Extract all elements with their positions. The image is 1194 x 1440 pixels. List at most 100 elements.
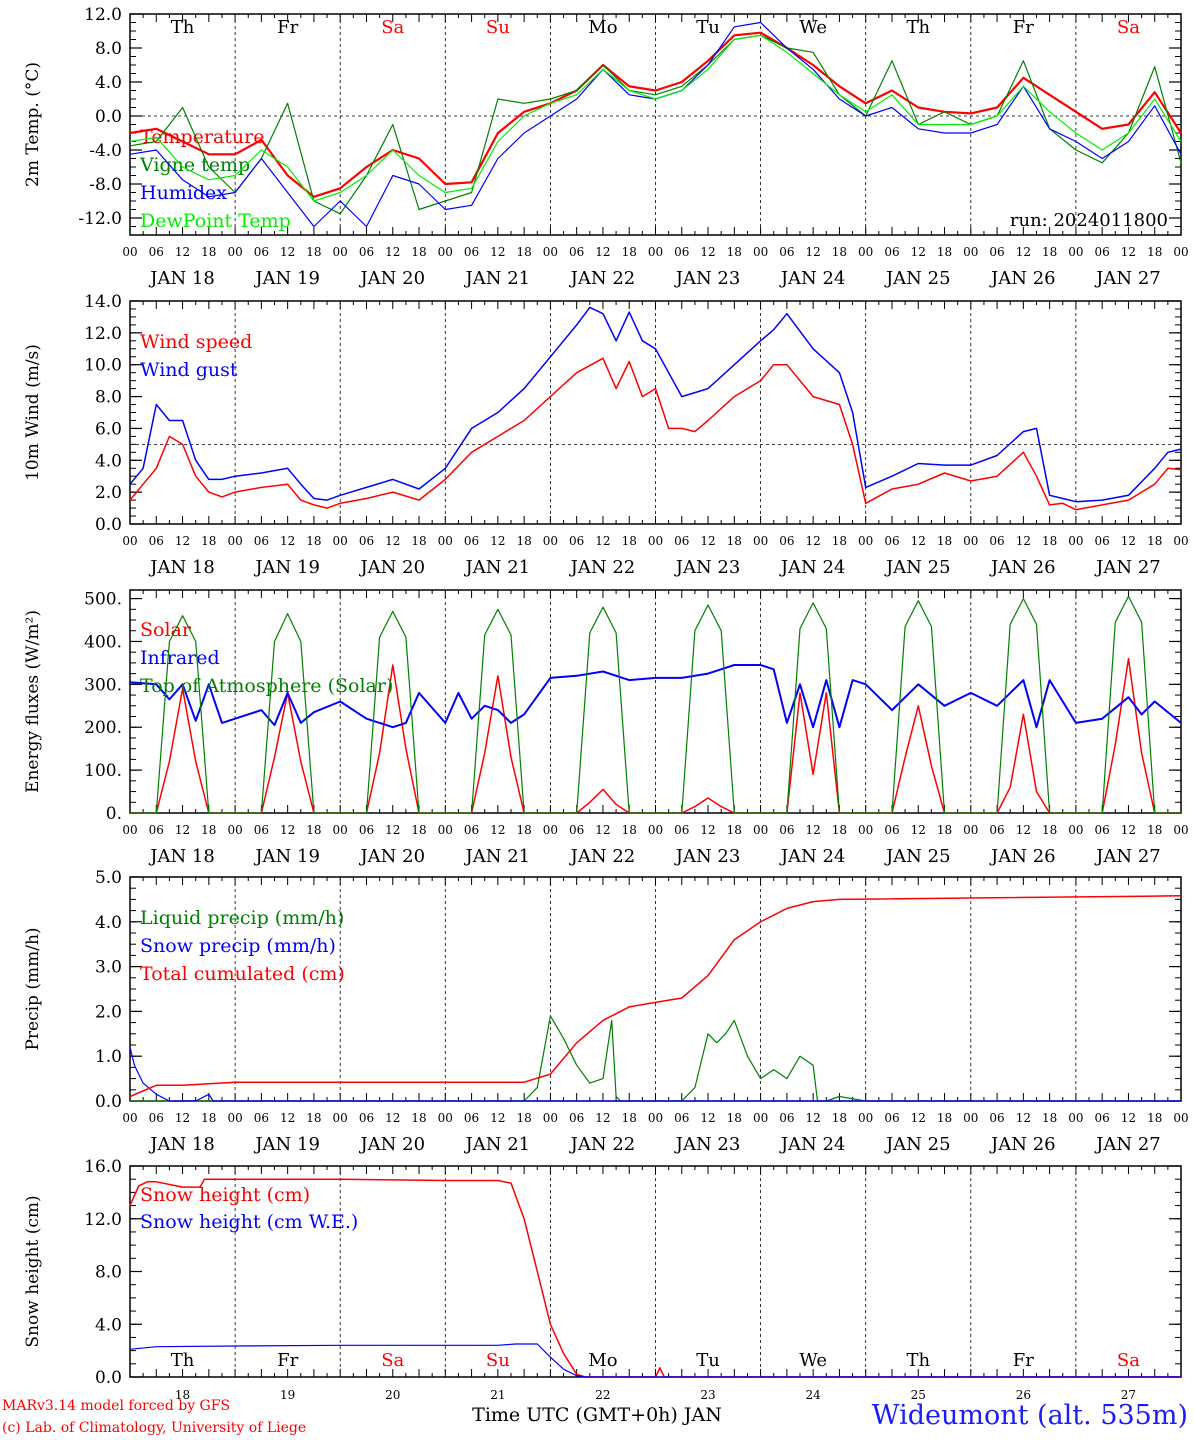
temp-hour-tick-label: 00 bbox=[753, 245, 768, 259]
wind-date-label: JAN 24 bbox=[779, 557, 846, 578]
station-title: Wideumont (alt. 535m) bbox=[871, 1400, 1188, 1431]
snow-day-number: 19 bbox=[280, 1388, 295, 1402]
precip-hour-tick-label: 12 bbox=[911, 1111, 926, 1125]
wind-hour-tick-label: 00 bbox=[648, 534, 663, 548]
temp-hour-tick-label: 12 bbox=[595, 245, 610, 259]
wind-hour-tick-label: 00 bbox=[438, 534, 453, 548]
precip-hour-tick-label: 18 bbox=[201, 1111, 216, 1125]
temp-date-label: JAN 27 bbox=[1094, 268, 1161, 289]
precip-hour-tick-label: 12 bbox=[385, 1111, 400, 1125]
temp-legend-entry: Humidex bbox=[140, 182, 227, 204]
wind-hour-tick-label: 12 bbox=[806, 534, 821, 548]
temp-legend-entry: DewPoint Temp bbox=[140, 210, 291, 232]
flux-hour-tick-label: 18 bbox=[516, 823, 531, 837]
flux-hour-tick-label: 00 bbox=[122, 823, 137, 837]
flux-hour-tick-label: 06 bbox=[464, 823, 479, 837]
snow-y-tick-label: 12.0 bbox=[84, 1210, 122, 1230]
flux-date-label: JAN 19 bbox=[253, 846, 320, 867]
temp-hour-tick-label: 00 bbox=[1068, 245, 1083, 259]
flux-hour-tick-label: 18 bbox=[201, 823, 216, 837]
temp-hour-tick-label: 18 bbox=[516, 245, 531, 259]
temp-hour-tick-label: 06 bbox=[1095, 245, 1110, 259]
wind-y-tick-label: 14.0 bbox=[84, 292, 122, 312]
flux-legend-entry: Top of Atmosphere (Solar) bbox=[140, 675, 393, 697]
precip-hour-tick-label: 06 bbox=[464, 1111, 479, 1125]
precip-hour-tick-label: 06 bbox=[254, 1111, 269, 1125]
precip-legend-entry: Liquid precip (mm/h) bbox=[140, 907, 344, 929]
snow-weekday-label: Th bbox=[906, 1350, 930, 1371]
precip-date-label: JAN 26 bbox=[989, 1134, 1056, 1155]
precip-hour-tick-label: 18 bbox=[622, 1111, 637, 1125]
snow-y-axis-label: Snow height (cm) bbox=[23, 1195, 43, 1347]
precip-y-tick-label: 5.0 bbox=[95, 868, 122, 888]
flux-hour-tick-label: 00 bbox=[753, 823, 768, 837]
flux-hour-tick-label: 18 bbox=[937, 823, 952, 837]
snow-y-tick-label: 16.0 bbox=[84, 1157, 122, 1177]
snow-weekday-label: Tu bbox=[696, 1350, 720, 1371]
flux-hour-tick-label: 06 bbox=[1095, 823, 1110, 837]
precip-hour-tick-label: 00 bbox=[858, 1111, 873, 1125]
temp-hour-tick-label: 00 bbox=[858, 245, 873, 259]
temp-hour-tick-label: 06 bbox=[569, 245, 584, 259]
wind-hour-tick-label: 18 bbox=[201, 534, 216, 548]
snow-weekday-label: Th bbox=[171, 1350, 195, 1371]
temp-date-label: JAN 22 bbox=[569, 268, 636, 289]
wind-hour-tick-label: 00 bbox=[858, 534, 873, 548]
temp-hour-tick-label: 12 bbox=[385, 245, 400, 259]
snow-day-number: 18 bbox=[175, 1388, 190, 1402]
precip-hour-tick-label: 00 bbox=[438, 1111, 453, 1125]
flux-hour-tick-label: 12 bbox=[1121, 823, 1136, 837]
temp-hour-tick-label: 06 bbox=[254, 245, 269, 259]
precip-hour-tick-label: 00 bbox=[753, 1111, 768, 1125]
temp-hour-tick-label: 12 bbox=[175, 245, 190, 259]
temp-y-tick-label: 8.0 bbox=[95, 39, 122, 59]
precip-y-tick-label: 1.0 bbox=[95, 1047, 122, 1067]
flux-hour-tick-label: 00 bbox=[227, 823, 242, 837]
temp-hour-tick-label: 18 bbox=[201, 245, 216, 259]
snow-day-number: 23 bbox=[700, 1388, 715, 1402]
wind-hour-tick-label: 12 bbox=[1016, 534, 1031, 548]
precip-date-label: JAN 20 bbox=[358, 1134, 425, 1155]
snow-day-number: 26 bbox=[1016, 1388, 1031, 1402]
temp-y-tick-label: -8.0 bbox=[89, 175, 122, 195]
temp-hour-tick-label: 18 bbox=[1042, 245, 1057, 259]
flux-legend-entry: Infrared bbox=[140, 647, 220, 669]
temp-hour-tick-label: 18 bbox=[937, 245, 952, 259]
flux-date-label: JAN 22 bbox=[569, 846, 636, 867]
snow-y-tick-label: 8.0 bbox=[95, 1263, 122, 1283]
wind-hour-tick-label: 00 bbox=[122, 534, 137, 548]
precip-series-total-cumulated-cm- bbox=[129, 895, 1182, 1098]
precip-hour-tick-label: 12 bbox=[700, 1111, 715, 1125]
flux-hour-tick-label: 18 bbox=[622, 823, 637, 837]
flux-date-label: JAN 20 bbox=[358, 846, 425, 867]
flux-hour-tick-label: 00 bbox=[648, 823, 663, 837]
temp-y-tick-label: 4.0 bbox=[95, 73, 122, 93]
temp-date-label: JAN 23 bbox=[674, 268, 741, 289]
temp-y-tick-label: 0.0 bbox=[95, 107, 122, 127]
precip-date-label: JAN 18 bbox=[148, 1134, 215, 1155]
wind-date-label: JAN 26 bbox=[989, 557, 1056, 578]
flux-date-label: JAN 21 bbox=[464, 846, 531, 867]
flux-frame bbox=[129, 589, 1182, 814]
wind-hour-tick-label: 18 bbox=[1147, 534, 1162, 548]
snow-weekday-label: Sa bbox=[1117, 1350, 1140, 1371]
wind-y-tick-label: 6.0 bbox=[95, 419, 122, 439]
snow-legend-entry: Snow height (cm W.E.) bbox=[140, 1211, 358, 1233]
wind-date-label: JAN 27 bbox=[1094, 557, 1161, 578]
flux-hour-tick-label: 18 bbox=[1147, 823, 1162, 837]
flux-hour-tick-label: 18 bbox=[411, 823, 426, 837]
precip-hour-tick-label: 12 bbox=[1121, 1111, 1136, 1125]
temp-weekday-label: Fr bbox=[277, 17, 298, 38]
precip-hour-tick-label: 06 bbox=[674, 1111, 689, 1125]
precip-hour-tick-label: 00 bbox=[227, 1111, 242, 1125]
temp-hour-tick-label: 12 bbox=[806, 245, 821, 259]
flux-date-label: JAN 24 bbox=[779, 846, 846, 867]
flux-hour-tick-label: 00 bbox=[333, 823, 348, 837]
precip-date-label: JAN 24 bbox=[779, 1134, 846, 1155]
temp-hour-tick-label: 06 bbox=[779, 245, 794, 259]
temp-hour-tick-label: 06 bbox=[149, 245, 164, 259]
precip-hour-tick-label: 12 bbox=[806, 1111, 821, 1125]
temp-hour-tick-label: 00 bbox=[1173, 245, 1188, 259]
wind-hour-tick-label: 12 bbox=[1121, 534, 1136, 548]
temp-hour-tick-label: 00 bbox=[438, 245, 453, 259]
